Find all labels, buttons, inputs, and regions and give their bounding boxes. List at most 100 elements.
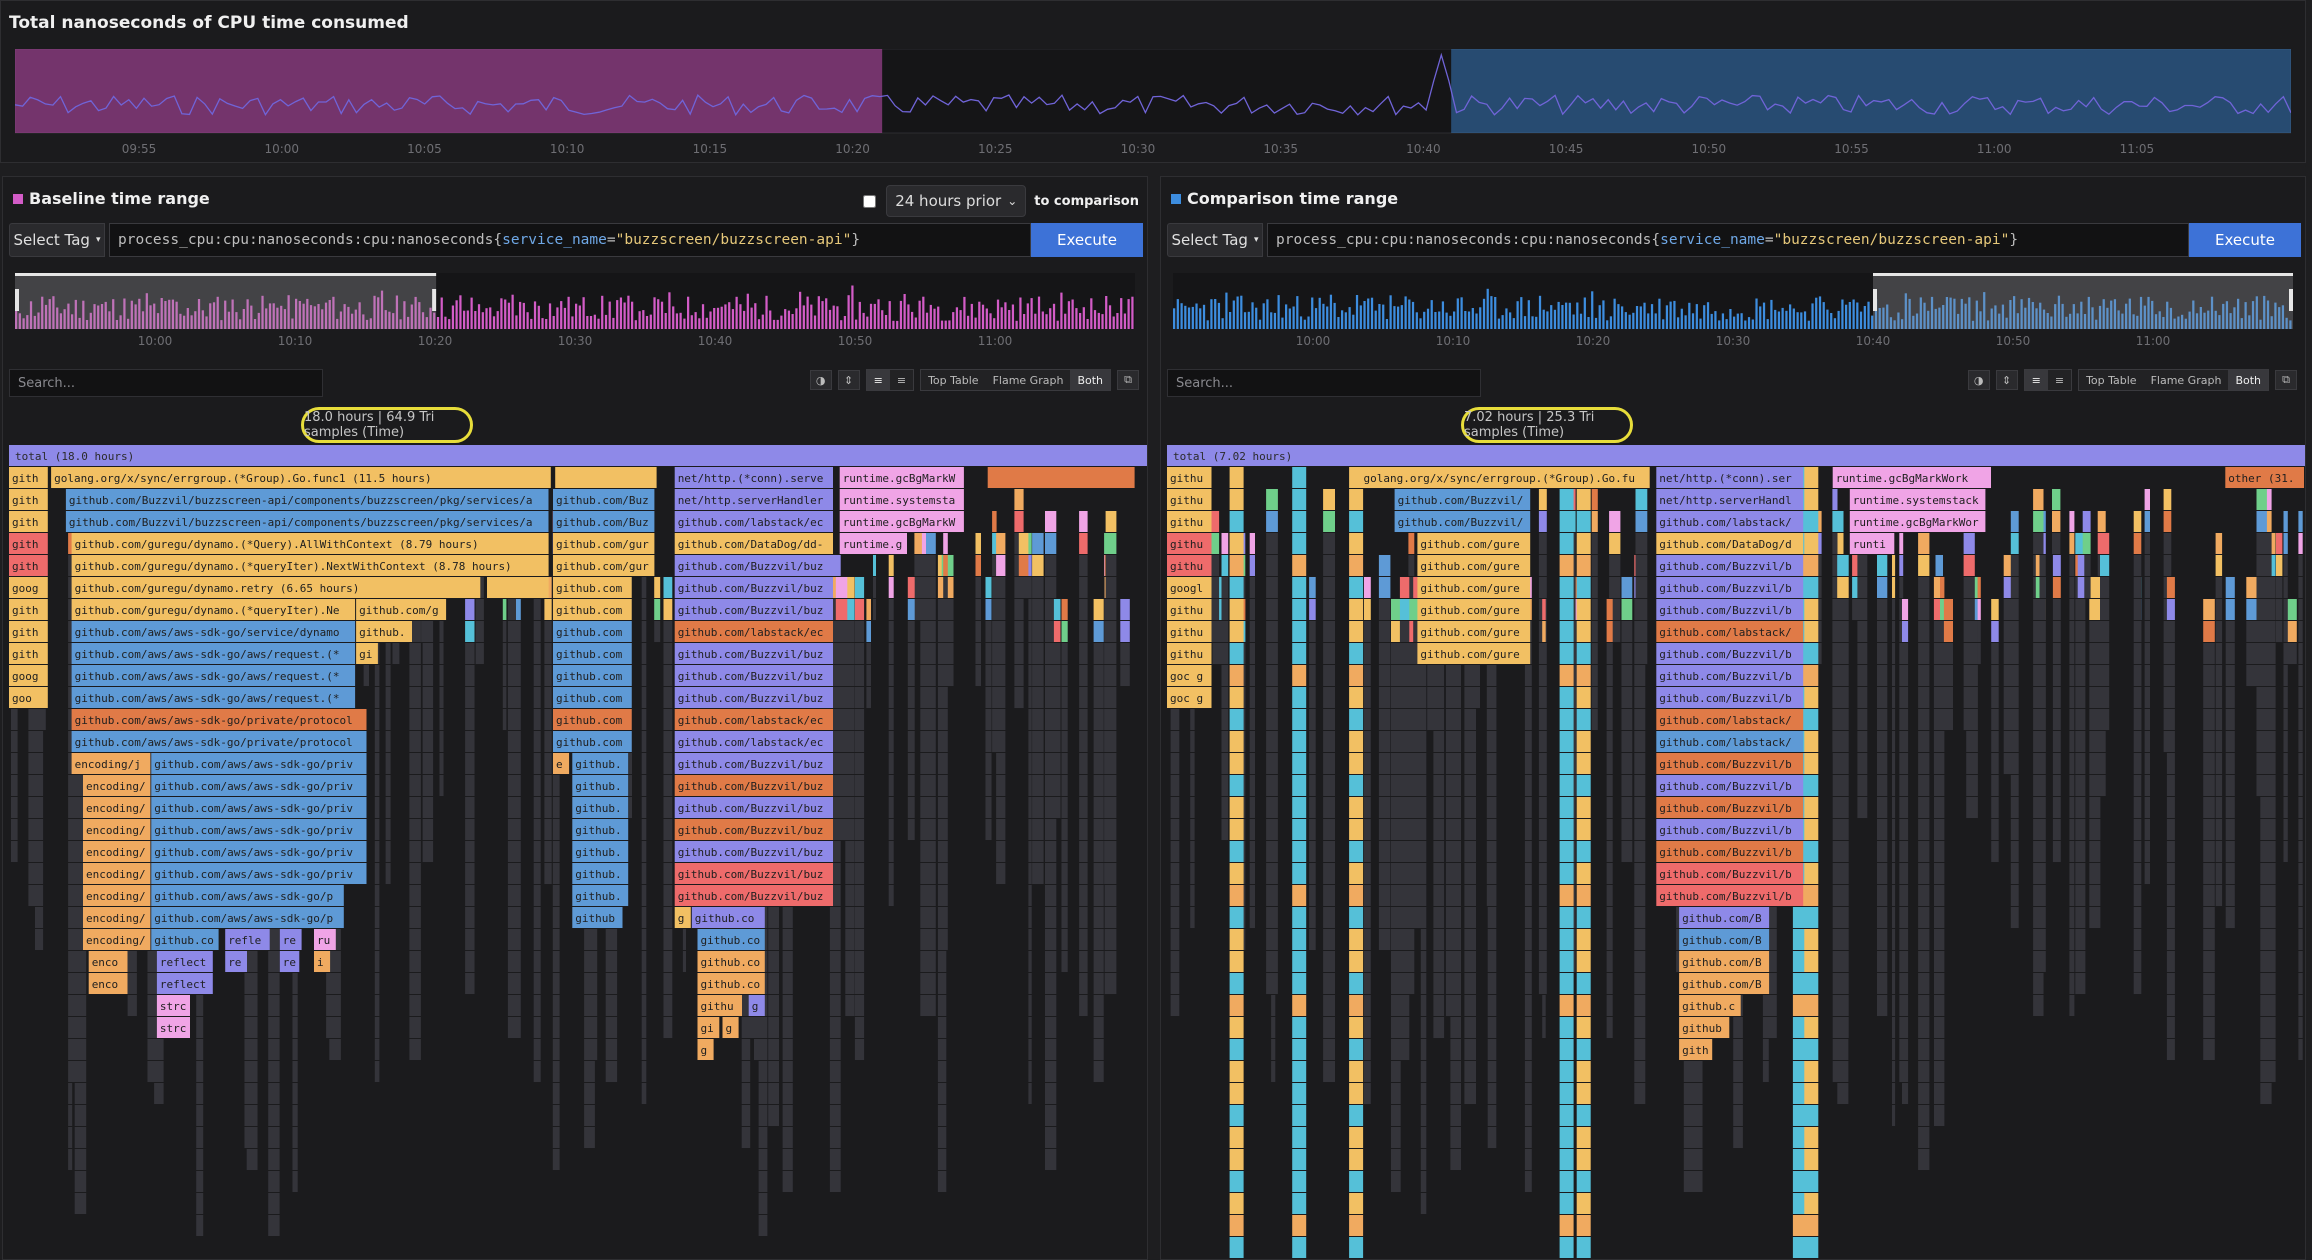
frame-sliver (533, 643, 541, 664)
frame-sliver (1221, 753, 1229, 774)
mini-bar (649, 314, 652, 329)
select-tag-button[interactable]: Select Tag ▾ (1167, 223, 1263, 257)
frame-sliver (1445, 951, 1452, 972)
sort-icon[interactable]: ⇕ (837, 370, 860, 390)
top-down-icon[interactable]: ≡ (866, 370, 890, 390)
frame-sliver (1266, 731, 1278, 752)
frame-sliver (1464, 819, 1476, 840)
export-icon[interactable]: ⧉ (1117, 370, 1139, 390)
frame-sliver (1413, 599, 1422, 620)
prior-select[interactable]: 24 hours prior ⌄ (886, 185, 1027, 217)
frame-sliver (385, 709, 391, 730)
top-down-icon[interactable]: ≡ (2024, 370, 2048, 390)
tab-top-table[interactable]: Top Table (2079, 370, 2144, 390)
comparison-flamegraph[interactable]: total (7.02 hours)githu golang.org/x/sync… (1167, 445, 2305, 1260)
frame-sliver (1399, 1017, 1410, 1038)
tab-both[interactable]: Both (2228, 370, 2268, 390)
search-input[interactable]: Search... (1167, 369, 1481, 397)
query-input[interactable]: process_cpu:cpu:nanoseconds:cpu:nanoseco… (1267, 223, 2189, 257)
frame-sliver (1249, 731, 1255, 752)
mini-bar (2233, 307, 2236, 329)
tab-flame-graph[interactable]: Flame Graph (2143, 370, 2229, 390)
frame-sliver (2069, 995, 2075, 1016)
search-input[interactable]: Search... (9, 369, 323, 397)
frame-sliver (1837, 577, 1849, 598)
frame-rect (572, 775, 629, 796)
frame-rect (83, 775, 151, 796)
frame-sliver (1028, 797, 1032, 818)
frame-sliver (1364, 885, 1371, 906)
frame-column (1292, 775, 1307, 796)
frame-sliver (1028, 775, 1032, 796)
frame-sliver (663, 709, 673, 730)
frame-sliver (1902, 775, 1909, 796)
mini-bar (179, 313, 182, 329)
baseline-mini-timeline[interactable]: 10:00 10:10 10:20 10:30 10:40 10:50 11:00 (15, 273, 1135, 353)
frame-rect (9, 533, 48, 554)
frame-sliver (1045, 753, 1057, 774)
export-icon[interactable]: ⧉ (2275, 370, 2297, 390)
mini-bar (477, 304, 481, 329)
bottom-up-icon[interactable]: ≡ (889, 370, 914, 390)
execute-button[interactable]: Execute (1031, 223, 1143, 257)
main-timeline-chart[interactable]: 09:55 10:00 10:05 10:10 10:15 10:20 10:25 10:30… (15, 49, 2291, 159)
frame-sliver (1892, 643, 1896, 664)
frame-sliver (2166, 709, 2175, 730)
frame-sliver (2144, 599, 2150, 620)
frame: githu (697, 995, 742, 1016)
frame-sliver (2089, 731, 2101, 752)
baseline-flamegraph[interactable]: total (18.0 hours)gith golang.org/x/sync/… (9, 445, 1147, 1260)
comparison-mini-timeline[interactable]: 10:00 10:10 10:20 10:30 10:40 10:50 11:00 (1173, 273, 2293, 353)
frame-sliver (2003, 731, 2015, 752)
frame-sliver (69, 885, 79, 906)
mini-bar (1086, 319, 1089, 329)
x-tick-label: 10:40 (1406, 142, 1441, 156)
frame-rect (151, 819, 367, 840)
frame-sliver (2256, 599, 2267, 620)
frame-rect (9, 687, 48, 708)
frame-sliver (1635, 577, 1648, 598)
mini-bar (728, 302, 731, 329)
execute-button[interactable]: Execute (2189, 223, 2301, 257)
frame-column (1792, 1039, 1807, 1060)
mini-bar (141, 311, 145, 329)
frame-sliver (2003, 643, 2015, 664)
frame-sliver (1902, 1083, 1909, 1104)
tab-both[interactable]: Both (1070, 370, 1110, 390)
frame-sliver (2260, 1017, 2272, 1038)
frame-sliver (2069, 797, 2075, 818)
color-mode-icon[interactable]: ◑ (809, 370, 832, 390)
mini-bar (1400, 305, 1403, 329)
frame-sliver (1242, 731, 1246, 752)
mini-bar (156, 313, 160, 329)
frame-sliver (2166, 665, 2175, 686)
query-input[interactable]: process_cpu:cpu:nanoseconds:cpu:nanoseco… (109, 223, 1031, 257)
mini-bar (1101, 314, 1104, 329)
mini-bar (1550, 305, 1553, 329)
frame-label: github.com/aws/aws-sdk-go/private/protoc… (75, 736, 353, 749)
mini-bar (2278, 307, 2281, 329)
frame-sliver (1832, 709, 1838, 730)
select-tag-button[interactable]: Select Tag ▾ (9, 223, 105, 257)
frame-sliver (1892, 1105, 1896, 1126)
frame-sliver (1309, 665, 1316, 686)
frame-sliver (2270, 841, 2276, 862)
frame-column (1229, 885, 1244, 906)
mini-bar (981, 304, 985, 329)
frame-sliver (1408, 863, 1415, 884)
frame-rect (83, 929, 151, 950)
mini-bar (1740, 313, 1743, 329)
tab-top-table[interactable]: Top Table (921, 370, 986, 390)
frame-sliver (1408, 533, 1415, 554)
bottom-up-icon[interactable]: ≡ (2047, 370, 2072, 390)
frame-sliver (663, 797, 673, 818)
frame-label: gith (12, 494, 39, 507)
frame-rect (151, 863, 367, 884)
tab-flame-graph[interactable]: Flame Graph (985, 370, 1071, 390)
frame-sliver (552, 929, 560, 950)
mini-bar (1792, 308, 1795, 329)
color-mode-icon[interactable]: ◑ (1967, 370, 1990, 390)
sync-comparison-checkbox[interactable] (863, 194, 877, 208)
frame-sliver (516, 775, 521, 796)
sort-icon[interactable]: ⇕ (1995, 370, 2018, 390)
